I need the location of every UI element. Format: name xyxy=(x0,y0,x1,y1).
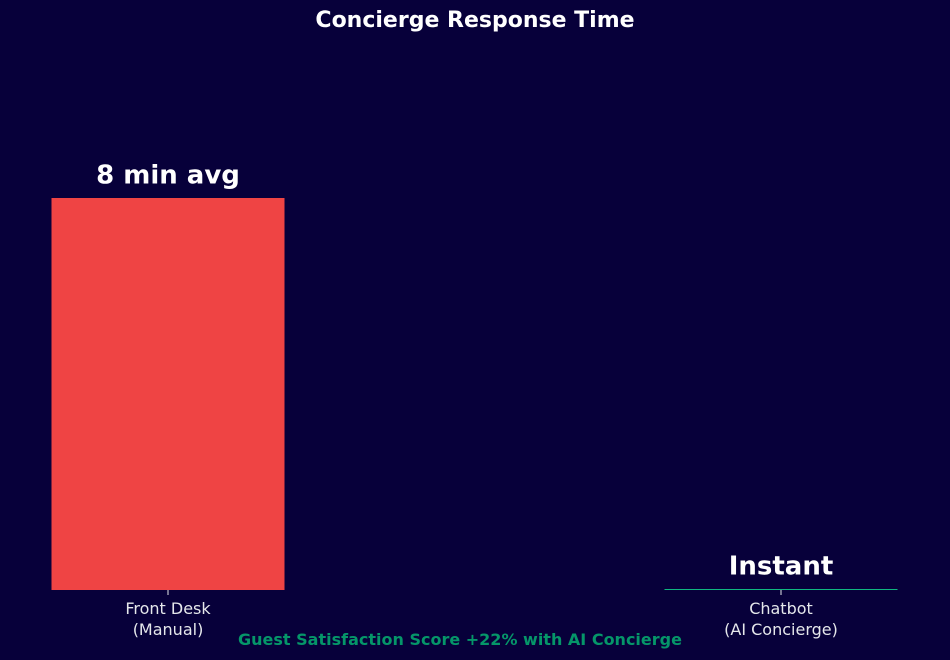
x-tick-label: Front Desk (Manual) xyxy=(125,599,211,639)
value-label: 8 min avg xyxy=(96,161,240,191)
value-label: Instant xyxy=(729,552,834,582)
annotation: Guest Satisfaction Score +22% with AI Co… xyxy=(238,630,682,649)
chart-title: Concierge Response Time xyxy=(315,8,634,33)
bar xyxy=(51,198,285,590)
x-tick-label: Chatbot (AI Concierge) xyxy=(724,599,838,639)
bar xyxy=(664,589,898,590)
